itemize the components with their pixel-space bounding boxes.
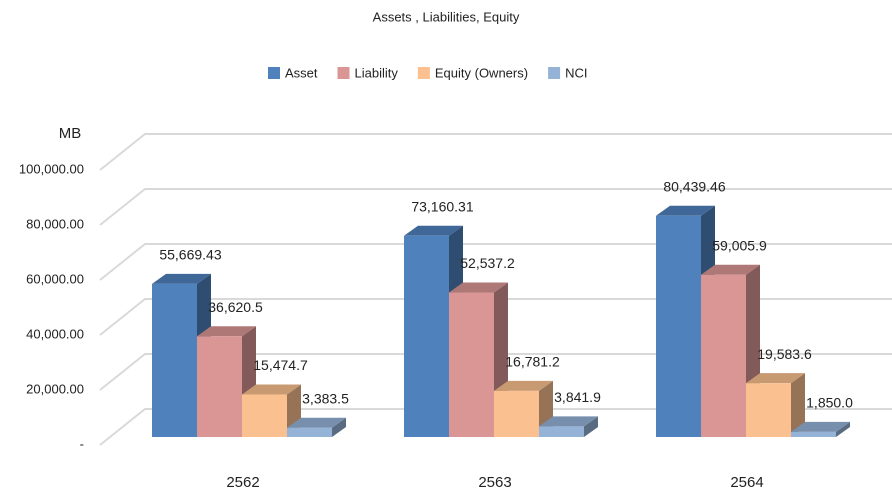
bar-top	[152, 273, 211, 284]
data-label: 36,620.5	[208, 299, 263, 315]
bar	[539, 426, 584, 437]
legend-swatch	[268, 67, 280, 79]
legend-swatch	[337, 67, 350, 79]
data-label: 1,850.0	[806, 395, 853, 411]
data-label: 3,841.9	[554, 389, 601, 405]
legend-label: NCI	[565, 65, 587, 80]
legend-label: Asset	[285, 65, 318, 80]
bar	[701, 274, 746, 437]
grid-line	[99, 408, 892, 446]
bar	[746, 383, 791, 437]
bar-top	[791, 421, 850, 432]
bar-top	[701, 264, 760, 275]
bar-top	[404, 225, 463, 236]
y-axis-label: MB	[59, 125, 82, 142]
grid-line	[99, 133, 892, 171]
data-label: 3,383.5	[302, 390, 349, 406]
x-tick-label: 2562	[226, 474, 259, 491]
bar-side	[584, 416, 598, 437]
bar-side	[332, 417, 346, 437]
data-label: 80,439.46	[663, 178, 725, 194]
bar	[449, 292, 494, 437]
y-tick-label: 80,000.00	[26, 216, 84, 231]
data-label: 52,537.2	[460, 255, 515, 271]
bar-side	[836, 421, 850, 437]
data-label: 19,583.6	[757, 346, 812, 362]
bar-top	[746, 373, 805, 384]
grid-line	[99, 243, 892, 281]
y-tick-label: 60,000.00	[26, 271, 84, 286]
bar-top	[287, 417, 346, 428]
grid-line	[99, 298, 892, 336]
y-tick-label: 20,000.00	[26, 381, 84, 396]
bar-top	[449, 282, 508, 293]
bar	[242, 394, 287, 437]
data-label: 15,474.7	[253, 357, 308, 373]
bar	[152, 283, 197, 437]
bar-top	[242, 384, 301, 395]
bar	[494, 390, 539, 437]
grid-line	[99, 188, 892, 226]
legend-swatch	[548, 67, 561, 79]
x-tick-label: 2564	[730, 474, 763, 491]
y-tick-label: -	[80, 436, 84, 451]
x-tick-label: 2563	[478, 474, 511, 491]
grid-line	[99, 353, 892, 391]
bar-top	[494, 380, 553, 391]
bar-side	[791, 373, 805, 437]
legend-swatch	[417, 67, 430, 79]
data-label: 59,005.9	[712, 237, 767, 253]
bar	[287, 427, 332, 437]
y-tick-label: 100,000.00	[19, 161, 84, 176]
data-label: 55,669.43	[159, 247, 221, 263]
bar-top	[656, 205, 715, 216]
chart-title: Assets , Liabilities, Equity	[373, 9, 520, 24]
bar	[404, 235, 449, 437]
bar	[791, 431, 836, 437]
legend-label: Liability	[355, 65, 399, 80]
bar	[197, 336, 242, 437]
data-label: 16,781.2	[505, 354, 560, 370]
legend-label: Equity (Owners)	[435, 65, 528, 80]
bar-top	[197, 326, 256, 337]
data-label: 73,160.31	[411, 199, 473, 215]
y-tick-label: 40,000.00	[26, 326, 84, 341]
bar-top	[539, 416, 598, 427]
bar	[656, 215, 701, 437]
